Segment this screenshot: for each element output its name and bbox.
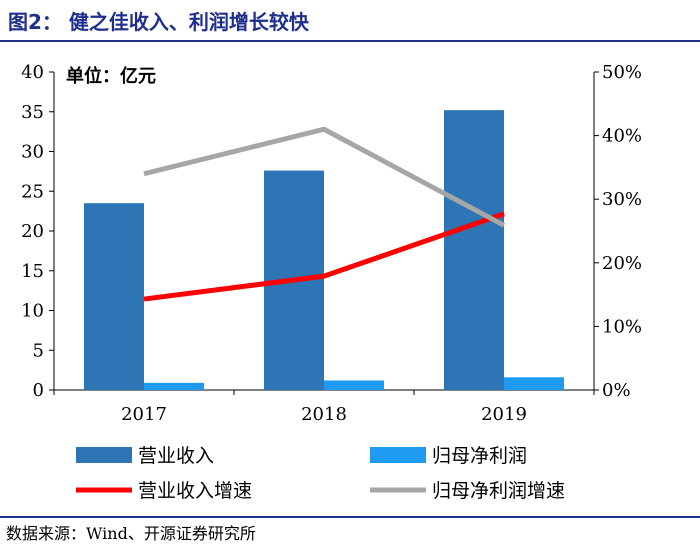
legend-net-profit-label: 归母净利润 <box>432 445 527 467</box>
y-tick-label-left: 25 <box>21 181 44 202</box>
line-net-profit-growth <box>143 126 506 228</box>
bar-revenue <box>444 110 504 390</box>
y-tick-label-left: 15 <box>21 261 44 282</box>
footer-divider <box>0 516 700 518</box>
y-tick-label-right: 40% <box>602 126 642 147</box>
x-tick-label: 2019 <box>481 404 527 425</box>
y-tick-label-left: 20 <box>21 221 44 242</box>
y-tick-label-left: 5 <box>33 340 44 361</box>
legend-revenue-growth-label: 营业收入增速 <box>138 480 252 502</box>
bar-revenue <box>84 203 144 390</box>
title-divider <box>0 40 700 42</box>
x-tick-label: 2018 <box>301 404 347 425</box>
bar-net-profit <box>504 377 564 390</box>
y-tick-label-right: 10% <box>602 316 642 337</box>
line-revenue-growth <box>143 211 505 302</box>
y-tick-label-right: 30% <box>602 189 642 210</box>
y-tick-label-right: 0% <box>602 380 631 401</box>
y-tick-label-right: 20% <box>602 253 642 274</box>
unit-label: 单位：亿元 <box>66 65 156 87</box>
legend-net-profit-growth-label: 归母净利润增速 <box>432 480 565 502</box>
legend-net-profit-swatch <box>370 447 426 463</box>
y-tick-label-left: 10 <box>21 301 44 322</box>
y-tick-label-left: 40 <box>21 62 44 83</box>
y-tick-label-left: 35 <box>21 102 44 123</box>
x-tick-label: 2017 <box>121 404 167 425</box>
data-source: 数据来源：Wind、开源证券研究所 <box>6 524 256 543</box>
combo-chart: 单位：亿元 0 5 10 15 20 25 30 35 40 0% 10% 20% 30% 40% 50% 2… <box>21 62 642 502</box>
y-tick-label-left: 0 <box>33 380 44 401</box>
legend-revenue-swatch <box>76 447 132 463</box>
bar-net-profit <box>324 380 384 390</box>
figure-title: 图2： 健之佳收入、利润增长较快 <box>8 10 309 34</box>
legend-revenue-label: 营业收入 <box>138 445 214 467</box>
y-tick-label-left: 30 <box>21 142 44 163</box>
y-tick-label-right: 50% <box>602 62 642 83</box>
bar-net-profit <box>144 382 204 390</box>
